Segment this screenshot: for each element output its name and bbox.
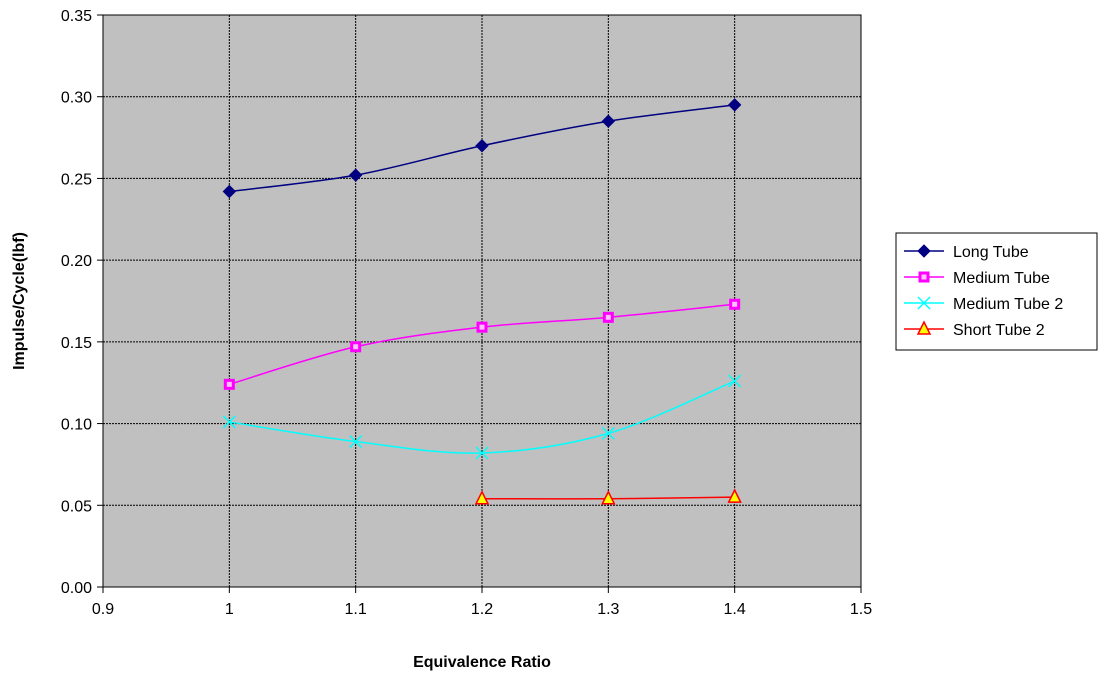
x-tick-label: 1.5 <box>850 601 872 618</box>
data-point <box>729 298 741 310</box>
series-medium-tube <box>223 298 741 390</box>
legend-label: Short Tube 2 <box>953 322 1045 339</box>
legend-item-long-tube: Long Tube <box>904 244 1029 261</box>
legend-marker <box>916 320 932 335</box>
y-tick-label: 0.10 <box>61 417 92 434</box>
legend-marker <box>917 244 931 258</box>
data-point <box>476 321 488 333</box>
data-point <box>349 435 363 449</box>
y-tick-label: 0.00 <box>61 580 92 597</box>
x-axis-title: Equivalence Ratio <box>413 654 551 671</box>
series-short-tube-2 <box>474 488 742 505</box>
x-tick-label: 1.1 <box>345 601 367 618</box>
x-tick-label: 1.2 <box>471 601 493 618</box>
legend-box <box>895 232 1098 351</box>
data-point <box>474 490 490 505</box>
y-tick-label: 0.05 <box>61 498 92 515</box>
data-point <box>602 311 614 323</box>
y-axis-title: Impulse/Cycle(lbf) <box>11 232 28 370</box>
data-point <box>601 114 616 128</box>
x-tick-label: 1.3 <box>597 601 619 618</box>
y-tick-label: 0.35 <box>61 8 92 25</box>
y-tick-labels: 0.00 0.05 0.10 0.15 0.20 0.25 0.30 0.35 <box>61 8 92 597</box>
data-point <box>601 490 616 505</box>
x-tick-label: 1.4 <box>724 601 746 618</box>
legend-item-medium-tube-2: Medium Tube 2 <box>904 296 1063 313</box>
data-point <box>727 98 742 112</box>
marker-inner <box>921 274 927 280</box>
legend-label: Medium Tube <box>953 270 1050 287</box>
legend-marker <box>917 296 931 310</box>
legend: Long Tube Medium Tube Medium Tube 2 Short T… <box>895 232 1098 351</box>
plot-border <box>102 14 862 588</box>
marker-inner <box>353 344 359 350</box>
data-point <box>222 415 236 429</box>
data-point <box>475 446 489 460</box>
legend-label: Long Tube <box>953 244 1029 261</box>
data-point <box>727 488 742 503</box>
data-point <box>222 184 237 199</box>
series-medium-tube-2 <box>222 374 742 460</box>
data-point <box>475 139 489 153</box>
series-group <box>222 98 742 505</box>
legend-label: Medium Tube 2 <box>953 296 1063 313</box>
axes <box>97 14 862 593</box>
y-tick-label: 0.30 <box>61 90 92 107</box>
y-tick-label: 0.20 <box>61 253 92 270</box>
x-tick-labels: 0.9 1 1.1 1.2 1.3 1.4 1.5 <box>92 601 872 618</box>
series-long-tube <box>222 98 742 199</box>
data-point <box>601 426 615 440</box>
data-point <box>728 374 742 388</box>
legend-item-medium-tube: Medium Tube <box>904 270 1050 287</box>
y-tick-label: 0.15 <box>61 335 92 352</box>
legend-marker <box>918 271 930 283</box>
data-point <box>350 341 362 353</box>
marker-inner <box>226 381 232 387</box>
x-tick-label: 1 <box>225 601 234 618</box>
data-point <box>348 168 363 182</box>
y-tick-label: 0.25 <box>61 171 92 188</box>
x-tick-label: 0.9 <box>92 601 114 618</box>
marker-inner <box>732 301 738 307</box>
legend-item-short-tube-2: Short Tube 2 <box>904 320 1045 339</box>
data-point <box>223 378 235 390</box>
marker-inner <box>479 324 485 330</box>
marker-inner <box>605 314 611 320</box>
